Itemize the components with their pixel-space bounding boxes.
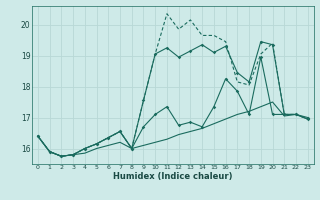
X-axis label: Humidex (Indice chaleur): Humidex (Indice chaleur): [113, 172, 233, 181]
